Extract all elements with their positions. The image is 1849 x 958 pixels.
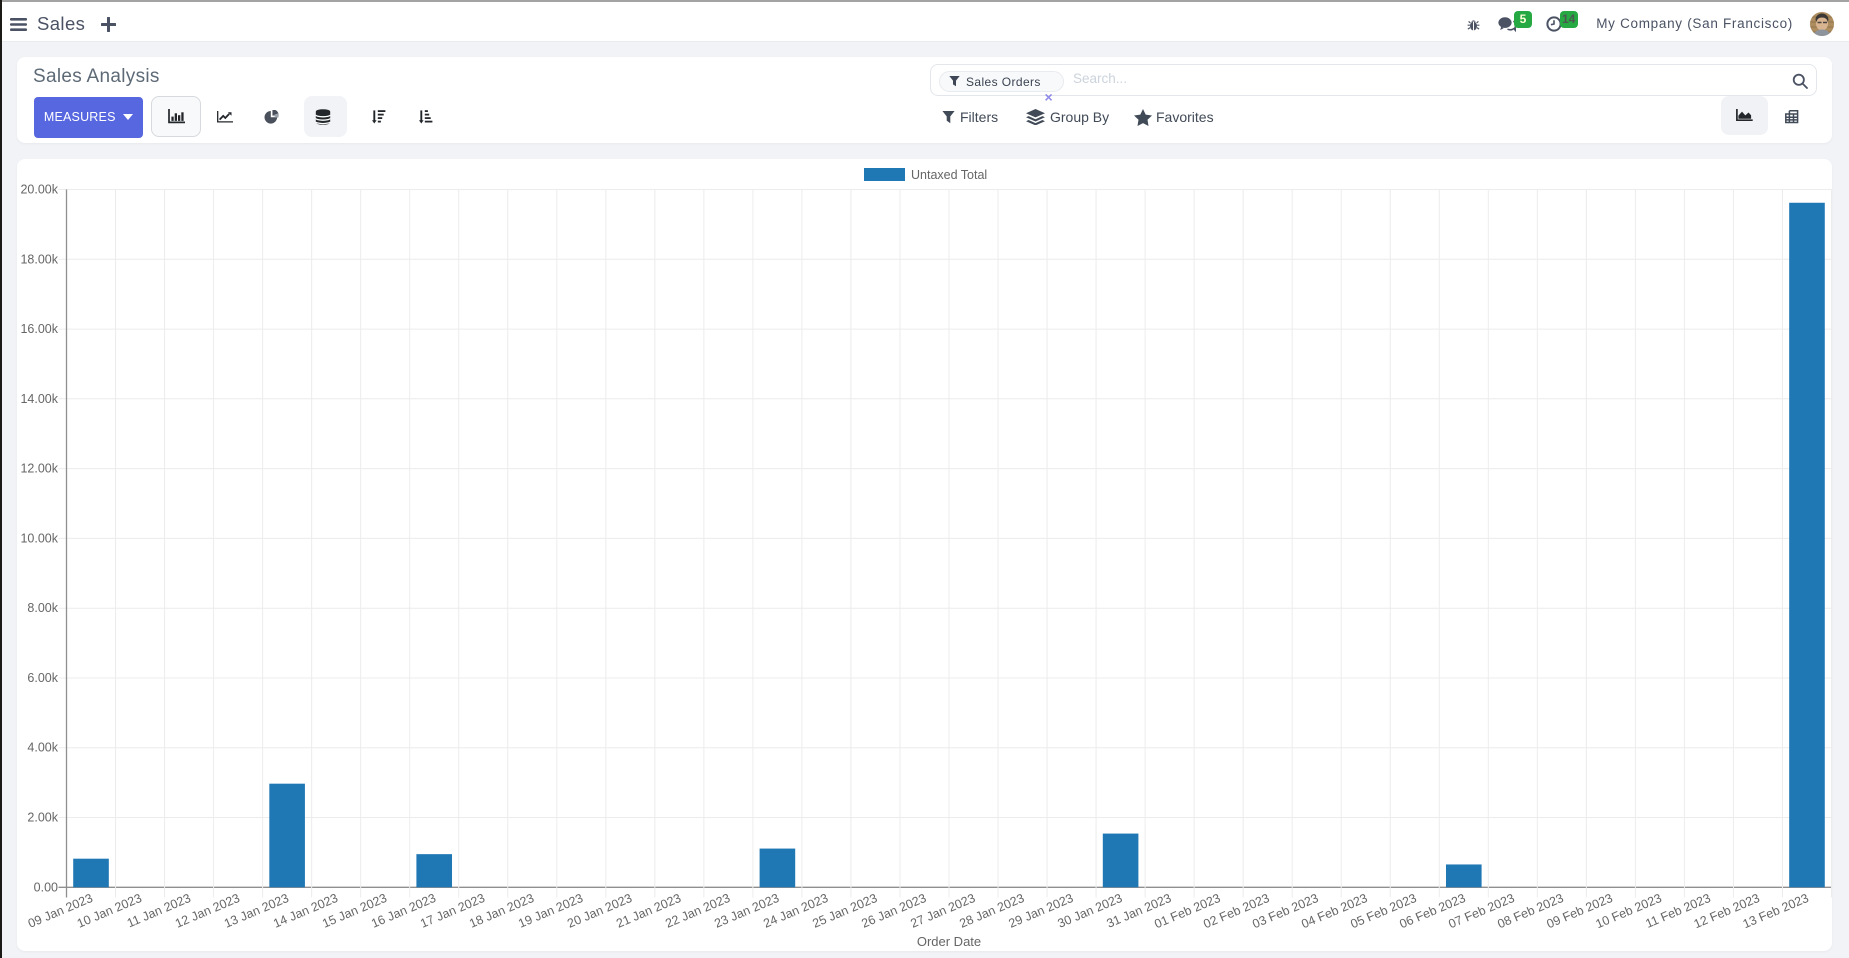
- svg-text:2.00k: 2.00k: [27, 811, 58, 825]
- svg-text:0.00: 0.00: [34, 880, 58, 894]
- svg-text:6.00k: 6.00k: [27, 671, 58, 685]
- svg-text:4.00k: 4.00k: [27, 741, 58, 755]
- svg-text:18.00k: 18.00k: [20, 252, 58, 266]
- svg-text:8.00k: 8.00k: [27, 601, 58, 615]
- svg-text:12.00k: 12.00k: [20, 462, 58, 476]
- svg-text:Order Date: Order Date: [917, 934, 981, 949]
- svg-text:Untaxed Total: Untaxed Total: [911, 168, 987, 182]
- svg-text:20.00k: 20.00k: [20, 183, 58, 197]
- svg-text:10.00k: 10.00k: [20, 531, 58, 545]
- svg-text:14.00k: 14.00k: [20, 392, 58, 406]
- svg-text:16.00k: 16.00k: [20, 322, 58, 336]
